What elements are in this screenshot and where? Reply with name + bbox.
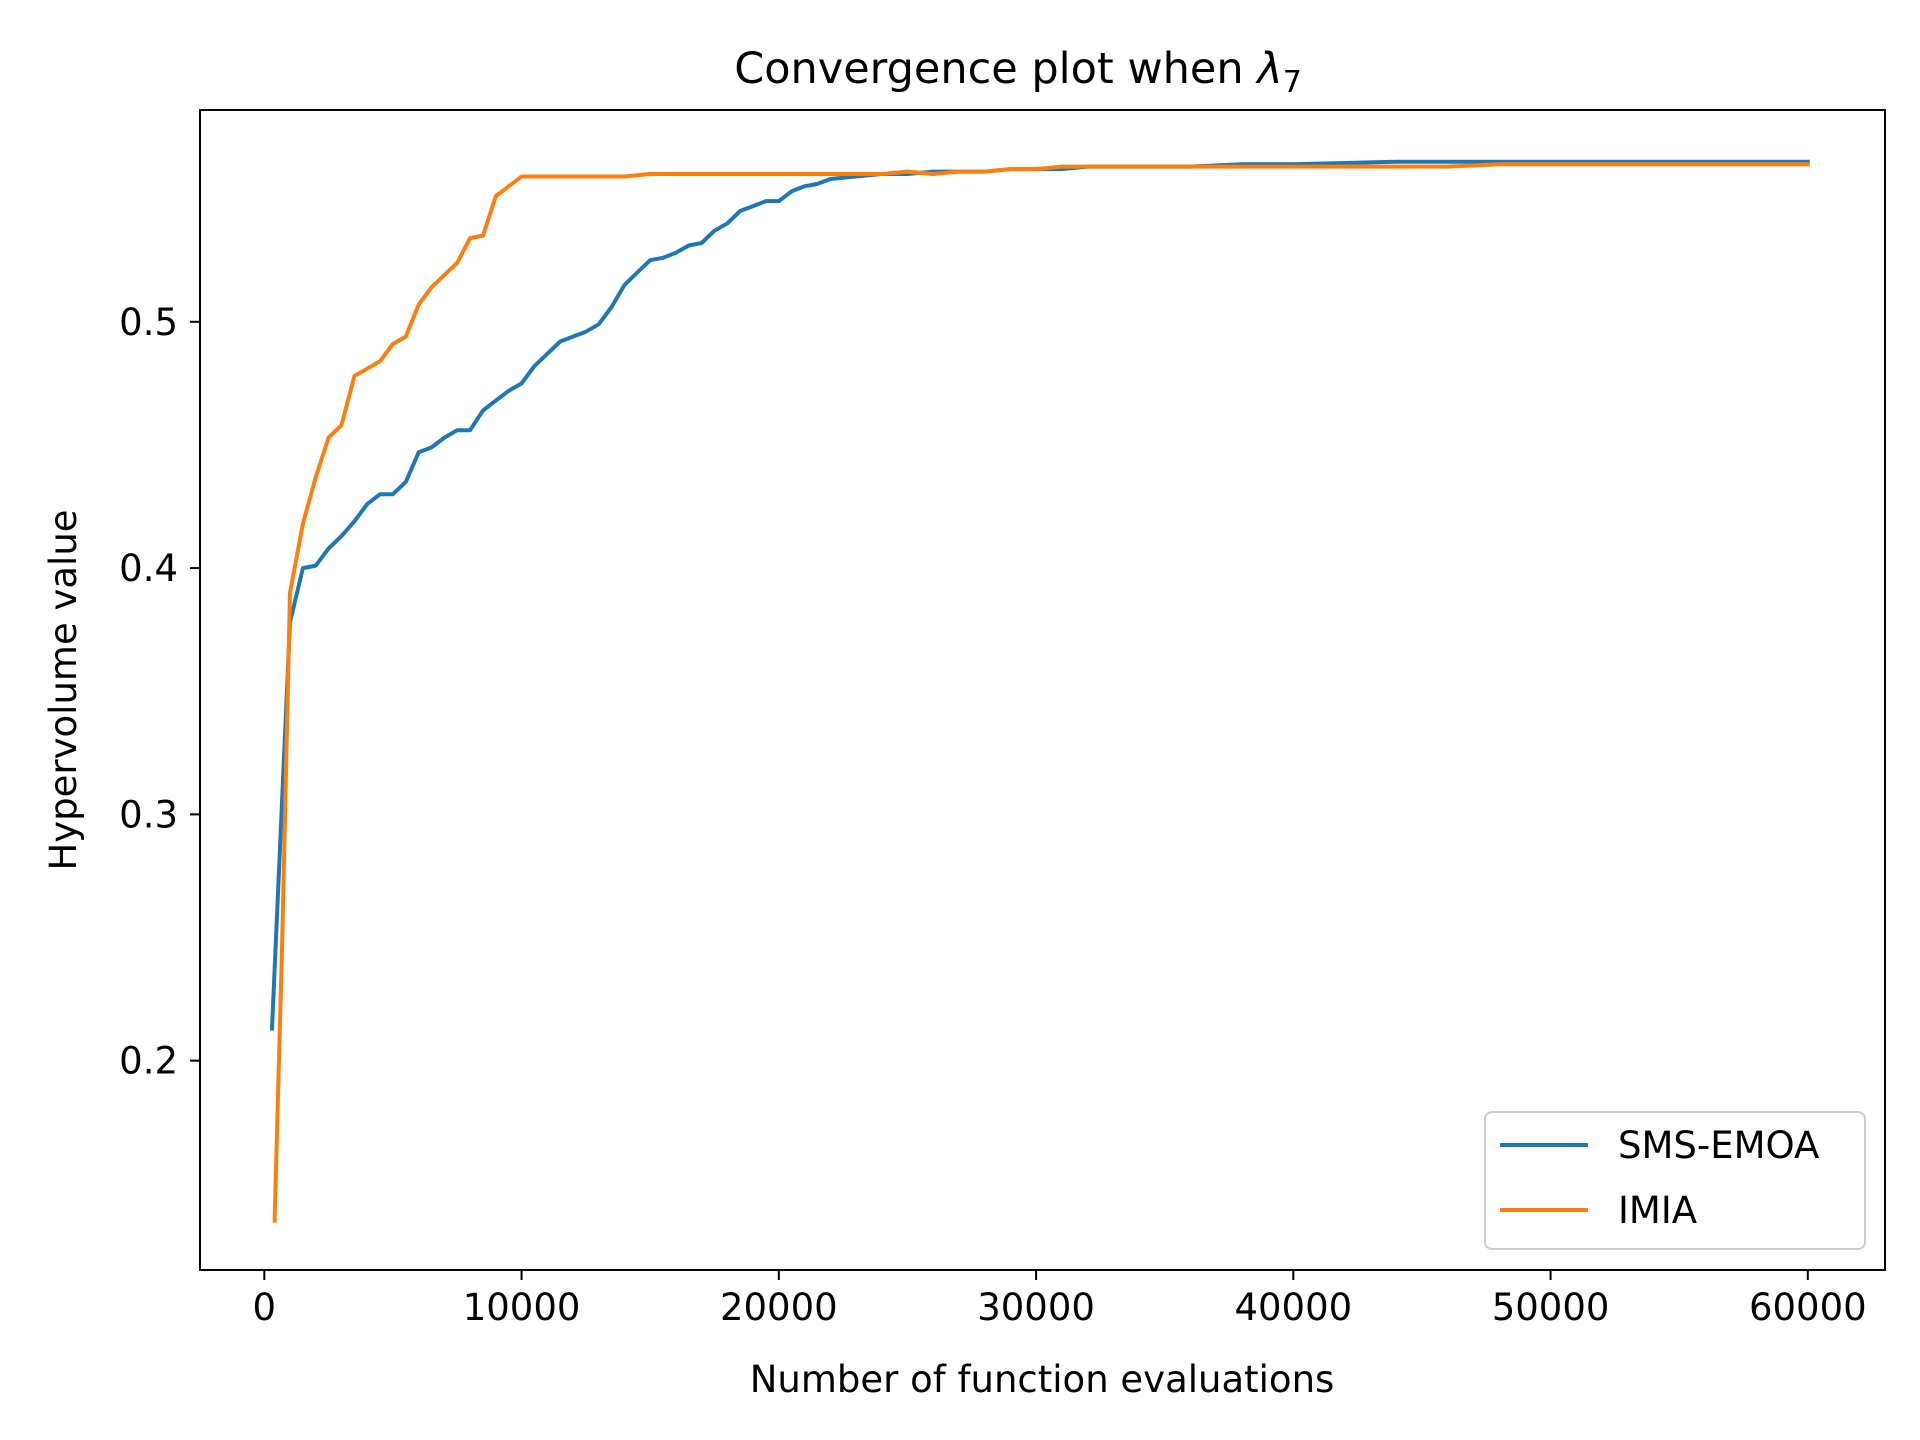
chart-title: Convergence plot when λ7 (734, 44, 1302, 100)
x-tick-label: 30000 (977, 1286, 1095, 1329)
series-line-imia (272, 162, 1810, 1223)
legend-label-imia: IMIA (1618, 1189, 1697, 1232)
x-tick-label: 0 (253, 1286, 277, 1329)
x-tick-label: 20000 (720, 1286, 838, 1329)
y-axis-ticks: 0.2 0.3 0.4 0.5 (119, 301, 200, 1083)
y-tick-label: 0.4 (119, 547, 178, 590)
x-tick-label: 60000 (1749, 1286, 1867, 1329)
x-tick-label: 40000 (1234, 1286, 1352, 1329)
chart-title-symbol: λ (1255, 44, 1282, 94)
plot-area-frame (199, 109, 1886, 1271)
x-tick-label: 10000 (463, 1286, 581, 1329)
chart-title-text: Convergence plot when (734, 44, 1257, 94)
legend-label-sms-emoa: SMS-EMOA (1618, 1124, 1819, 1167)
x-axis-ticks: 0 10000 20000 30000 40000 50000 60000 (253, 1270, 1867, 1329)
y-tick-label: 0.3 (119, 793, 178, 836)
y-axis-label: Hypervolume value (42, 509, 85, 870)
x-axis-label: Number of function evaluations (750, 1358, 1335, 1401)
x-tick-label: 50000 (1492, 1286, 1610, 1329)
y-tick-label: 0.2 (119, 1040, 178, 1083)
legend: SMS-EMOA IMIA (1484, 1111, 1866, 1250)
y-tick-label: 0.5 (119, 301, 178, 344)
series-lines (269, 159, 1810, 1223)
chart-title-subscript: 7 (1283, 65, 1302, 100)
